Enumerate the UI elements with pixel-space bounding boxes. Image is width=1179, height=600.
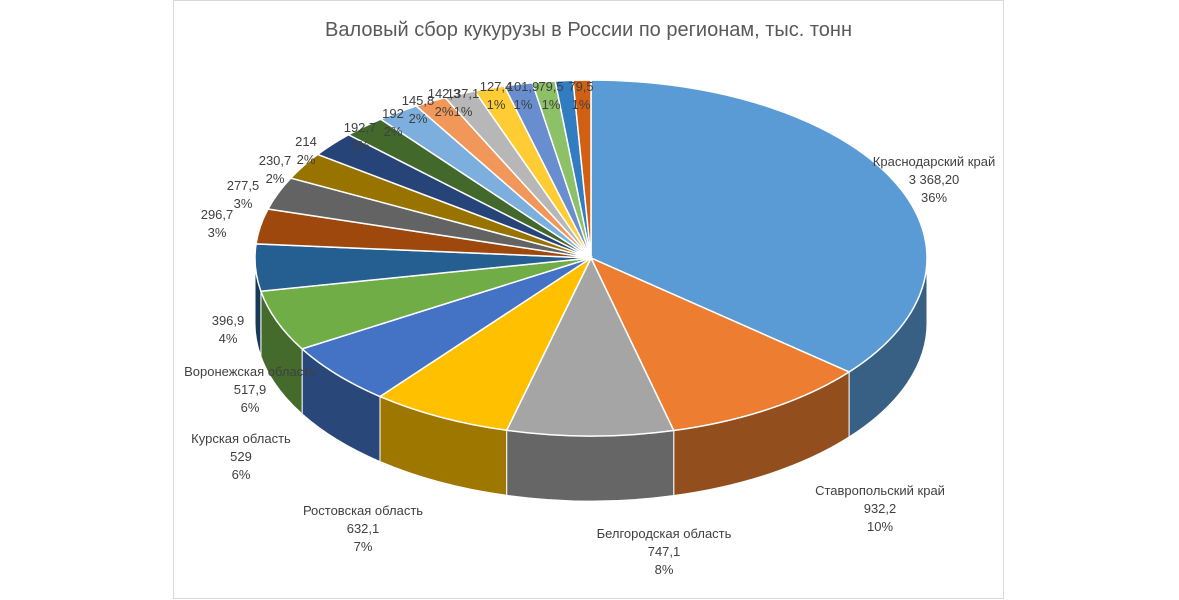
slice-label-7: 296,7 3% bbox=[201, 207, 234, 240]
slice-label-6: 396,9 4% bbox=[212, 313, 245, 346]
chart-title: Валовый сбор кукурузы в России по регион… bbox=[324, 19, 853, 41]
slice-label-0: Краснодарский край 3 368,20 36% bbox=[873, 154, 995, 205]
slice-label-9: 230,7 2% bbox=[259, 153, 292, 186]
slice-label-8: 277,5 3% bbox=[227, 178, 260, 211]
slice-label-15: 137,1 1% bbox=[447, 86, 480, 119]
pie-slice-19 bbox=[572, 79, 592, 259]
chart-frame: Валовый сбор кукурузы в России по регион… bbox=[173, 0, 1004, 599]
slice-label-14: 142,3 2% bbox=[428, 86, 461, 119]
pie-slice-3 bbox=[378, 255, 593, 432]
slice-label-4: Курская область 529 6% bbox=[191, 431, 291, 482]
slice-label-18: 79,5 1% bbox=[538, 79, 563, 112]
slice-label-12: 192 2% bbox=[382, 106, 404, 139]
pie-slice-2 bbox=[505, 256, 675, 437]
slice-label-1: Ставропольский край 932,2 10% bbox=[815, 483, 945, 534]
slice-label-13: 145,8 2% bbox=[402, 93, 435, 126]
pie-slice-0 bbox=[590, 79, 928, 373]
slice-label-5: Воронежская область 517,9 6% bbox=[184, 364, 316, 415]
pie-side-2 bbox=[506, 429, 675, 502]
pie-chart: Краснодарский край 3 368,20 36% Ставропольс… bbox=[184, 79, 995, 577]
slice-label-16: 127,4 1% bbox=[480, 79, 513, 112]
pie-slice-1 bbox=[589, 256, 851, 432]
slice-label-11: 192,7 2% bbox=[344, 120, 377, 153]
slice-label-2: Белгородская область 747,1 8% bbox=[597, 526, 732, 577]
slice-label-10: 214 2% bbox=[295, 134, 317, 167]
slice-label-3: Ростовская область 632,1 7% bbox=[303, 503, 423, 554]
slice-label-17: 101,9 1% bbox=[507, 79, 540, 112]
slice-label-19: 79,5 1% bbox=[568, 79, 593, 112]
